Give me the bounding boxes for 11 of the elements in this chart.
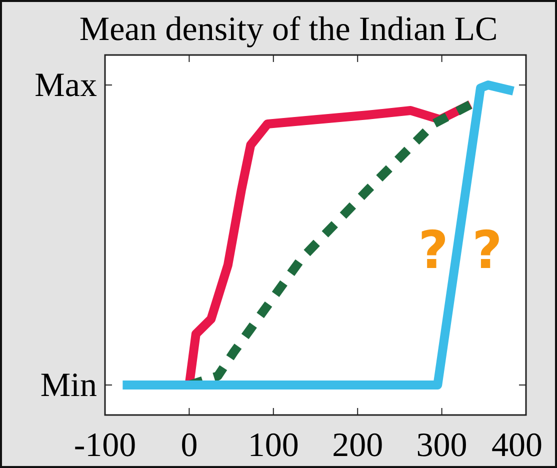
text: Min [40,367,97,404]
chart-title: Mean density of the Indian LC [79,11,498,48]
annotation: ? [418,221,448,281]
text: Max [34,67,97,104]
x-tick-label: 300 [416,427,468,464]
x-tick-label: 0 [180,427,198,464]
x-tick-label: -100 [74,427,136,464]
x-tick-label: 400 [492,427,542,464]
x-tick-label: 100 [248,427,299,464]
annotation: ? [472,221,502,281]
x-tick-label: 200 [332,427,384,464]
